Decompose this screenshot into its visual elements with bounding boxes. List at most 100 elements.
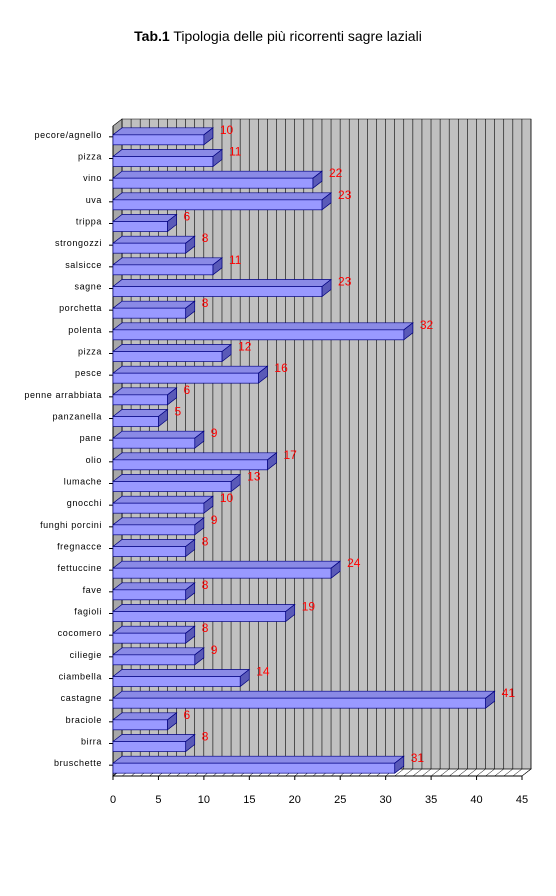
bar-top — [111, 625, 196, 634]
data-label: 8 — [202, 730, 209, 744]
data-label: 11 — [229, 145, 242, 159]
category-label: pane — [80, 433, 102, 443]
data-label: 8 — [202, 535, 209, 549]
bar-end — [185, 733, 196, 753]
bar-top — [111, 322, 414, 331]
bar — [112, 567, 332, 579]
data-label: 31 — [411, 751, 425, 765]
data-label: 6 — [184, 708, 191, 722]
bar-end — [167, 712, 177, 731]
x-tick-label: 35 — [425, 794, 437, 806]
bar-end — [230, 473, 241, 493]
x-tick-label: 0 — [110, 794, 116, 806]
bar-end — [194, 517, 205, 536]
bar — [112, 329, 405, 341]
bar-top — [111, 560, 342, 569]
bar-end — [194, 430, 205, 449]
bar-top — [111, 170, 323, 179]
data-label: 16 — [274, 361, 288, 375]
bar — [112, 459, 268, 471]
category-label: fave — [83, 585, 102, 595]
x-tick-label: 15 — [243, 794, 255, 806]
bar-end — [285, 603, 296, 623]
floor-gridline — [512, 768, 523, 777]
bar-end — [212, 257, 223, 276]
floor-gridline — [485, 768, 495, 777]
data-label: 11 — [229, 253, 242, 267]
data-label: 24 — [347, 556, 361, 570]
bar — [112, 762, 396, 774]
floor-gridline — [458, 768, 468, 777]
floor-gridline — [449, 768, 459, 777]
data-label: 12 — [238, 340, 252, 354]
floor-gridline — [430, 768, 441, 777]
bar-end — [267, 452, 277, 471]
x-tick-label: 40 — [470, 794, 482, 806]
bar-top — [111, 300, 196, 309]
data-label: 8 — [202, 578, 209, 592]
category-label: gnocchi — [67, 498, 102, 508]
bar — [112, 546, 187, 557]
bar — [112, 697, 486, 709]
data-label: 23 — [338, 275, 352, 289]
bar-top — [111, 235, 196, 244]
bar-top — [111, 149, 223, 157]
category-label: salsicce — [65, 260, 102, 270]
bar — [112, 156, 214, 167]
bar-end — [185, 625, 196, 644]
data-label: 19 — [302, 600, 316, 614]
category-label: birra — [81, 737, 102, 747]
data-label: 8 — [202, 296, 209, 310]
bar-top — [111, 495, 214, 504]
x-tick-label: 5 — [155, 794, 161, 806]
category-label: polenta — [68, 325, 102, 335]
category-label: braciole — [66, 715, 102, 725]
bar — [112, 632, 187, 644]
category-label: pizza — [78, 152, 102, 162]
data-label: 23 — [338, 188, 352, 202]
category-label: trippa — [76, 217, 102, 227]
floor-gridline — [421, 768, 432, 777]
data-label: 10 — [220, 491, 234, 505]
bar-top — [111, 582, 196, 591]
bar-top — [111, 712, 178, 721]
bar-top — [111, 647, 205, 656]
bar-top — [111, 669, 251, 677]
bar — [112, 741, 187, 752]
bar-top — [111, 127, 214, 136]
x-tick-label: 45 — [516, 794, 528, 806]
bar — [112, 351, 223, 362]
bar-top — [111, 257, 223, 266]
chart-title-bold: Tab.1 — [134, 28, 170, 44]
bar-end — [158, 408, 168, 428]
bar-end — [167, 387, 177, 406]
data-label: 6 — [184, 383, 191, 397]
bar-top — [111, 430, 205, 439]
bar-end — [212, 148, 223, 168]
bar-end — [239, 668, 250, 688]
bar-top — [111, 452, 278, 461]
bar — [112, 611, 287, 622]
data-label: 17 — [284, 448, 298, 462]
bar-top — [111, 604, 296, 612]
x-tick-label: 20 — [289, 794, 301, 806]
bar — [112, 242, 187, 254]
bar — [112, 719, 168, 731]
bar — [112, 481, 232, 492]
bar — [112, 134, 205, 146]
bar-end — [203, 127, 214, 146]
data-label: 32 — [420, 318, 434, 332]
category-label: pecore/agnello — [35, 130, 102, 140]
bar-end — [321, 278, 332, 298]
bar-top — [111, 734, 196, 742]
bar-end — [185, 235, 196, 254]
category-label: pizza — [78, 347, 102, 357]
category-label: panzanella — [52, 412, 102, 422]
category-label: fettuccine — [57, 563, 102, 573]
bar-end — [185, 300, 196, 319]
category-label: lumache — [64, 477, 102, 487]
bar-end — [185, 582, 196, 601]
bar-top — [111, 387, 178, 396]
bar-end — [312, 170, 323, 189]
bar — [112, 416, 159, 427]
